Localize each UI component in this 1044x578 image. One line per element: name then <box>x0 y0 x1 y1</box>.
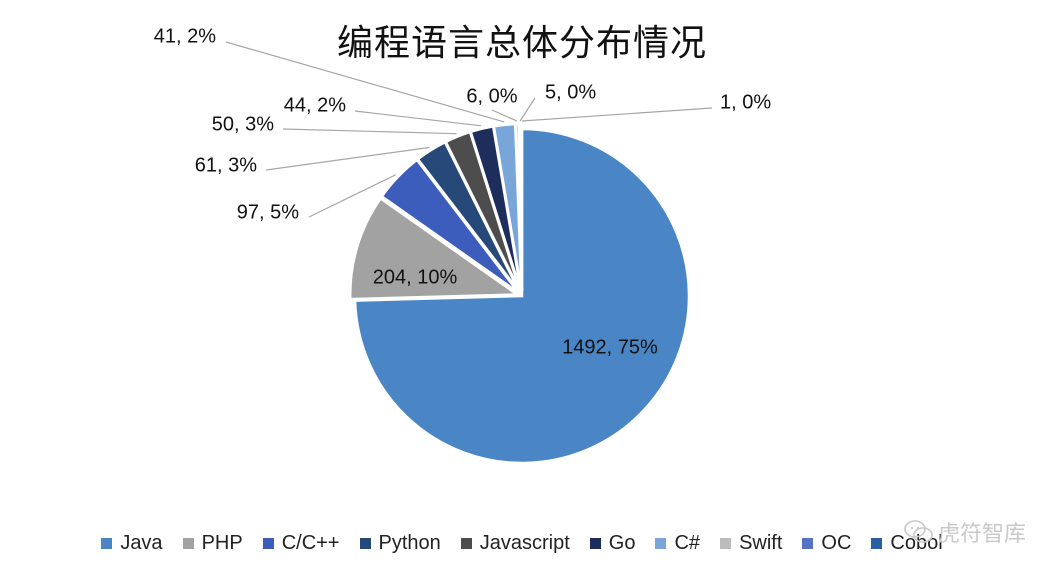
legend-label: Javascript <box>479 532 570 554</box>
data-label: 44, 2% <box>284 94 346 116</box>
legend-label: C# <box>674 532 701 554</box>
chart-title: 编程语言总体分布情况 <box>336 23 707 64</box>
data-label: 5, 0% <box>545 81 596 103</box>
leader-line <box>282 128 457 135</box>
legend-item: Python <box>359 532 441 555</box>
legend-label: Python <box>378 532 441 554</box>
pie-slice-java <box>353 127 691 465</box>
legend-item: C/C++ <box>262 532 340 555</box>
leader-line <box>308 174 397 218</box>
legend-swatch <box>182 538 194 549</box>
legend-item: C# <box>655 532 700 555</box>
legend-item: Javascript <box>460 532 570 555</box>
data-label: 97, 5% <box>237 201 299 223</box>
leader-line <box>354 110 482 127</box>
legend-label: PHP <box>201 532 243 554</box>
legend-label: Swift <box>739 532 783 554</box>
legend-item: OC <box>802 532 851 555</box>
data-label: 50, 3% <box>212 113 274 135</box>
legend-swatch <box>460 538 472 549</box>
legend-label: Cobol <box>890 532 943 554</box>
data-label: 1492, 75% <box>562 336 658 358</box>
data-label: 6, 0% <box>466 85 517 107</box>
legend-item: Swift <box>720 532 782 555</box>
legend-swatch <box>655 538 667 549</box>
legend-label: C/C++ <box>281 532 340 554</box>
pie-slice-php <box>349 196 522 301</box>
legend-item: Java <box>101 532 163 555</box>
legend-item: PHP <box>182 532 243 555</box>
leader-line <box>491 109 518 122</box>
legend-label: Java <box>120 532 163 554</box>
wechat-icon <box>904 520 933 543</box>
legend-swatch <box>589 538 601 549</box>
data-label: 1, 0% <box>720 91 771 113</box>
legend-item: Go <box>589 532 636 555</box>
pie-slice-c-c- <box>380 158 520 294</box>
data-label: 204, 10% <box>373 266 458 288</box>
legend-swatch <box>720 538 732 549</box>
legend-label: Go <box>608 532 636 554</box>
leader-line <box>225 41 505 123</box>
leader-line <box>265 146 430 171</box>
legend-swatch <box>101 538 113 549</box>
legend-label: OC <box>821 532 852 554</box>
pie-slice-cobol <box>520 122 524 292</box>
watermark: 虎符智库 <box>904 516 1026 548</box>
data-label: 61, 3% <box>195 154 257 176</box>
legend-swatch <box>359 538 371 549</box>
leader-line <box>521 107 713 122</box>
leader-line <box>519 97 536 122</box>
watermark-text: 虎符智库 <box>937 522 1026 547</box>
legend-swatch <box>802 538 814 549</box>
legend-swatch <box>871 538 883 549</box>
chart-legend: Java PHP C/C++ Python Javascript Go C# Swift OC C… <box>0 532 1044 555</box>
legend-item: Cobol <box>871 532 943 555</box>
data-label: 41, 2% <box>154 25 216 47</box>
legend-swatch <box>262 538 274 549</box>
